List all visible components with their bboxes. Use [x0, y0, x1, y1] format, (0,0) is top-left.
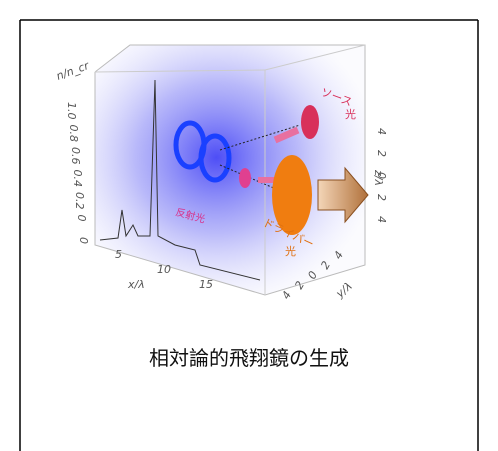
tick-label: 0.2	[73, 192, 86, 210]
axis-label: n/n_cr	[55, 59, 93, 83]
tick-label: 0.8	[67, 125, 80, 143]
z-ticks: 4 2 0 2 4	[375, 128, 388, 223]
tick-label: 0.4	[71, 170, 84, 188]
tick-label: 0	[75, 215, 88, 222]
x-ticks: 5 10 15	[115, 248, 213, 291]
tick-label: 5	[115, 248, 122, 261]
tick-label: 2	[375, 194, 388, 201]
tick-label: 0	[375, 172, 388, 179]
label: 光	[345, 107, 356, 121]
frame	[19, 19, 479, 451]
tick-label: 10	[157, 263, 171, 276]
tick-label: 2	[375, 150, 388, 157]
tick-label: 0.6	[69, 147, 82, 165]
illustration	[94, 44, 369, 296]
density-ticks: 1.0 0.8 0.6 0.4 0.2 0 0	[65, 102, 90, 244]
tick-label: 15	[199, 278, 213, 291]
tick-label: 4	[375, 128, 388, 135]
tick-label: 0	[77, 237, 90, 244]
caption: 相対論的飛翔鏡の生成	[149, 346, 349, 370]
label: 光	[285, 244, 296, 258]
axis-label: z/λ	[372, 169, 385, 186]
tick-label: 4	[375, 216, 388, 223]
axis-label: x/λ	[127, 278, 145, 291]
axis-label: y/λ	[333, 280, 355, 301]
tick-label: 1.0	[65, 102, 78, 120]
tick-label: 4	[279, 289, 294, 302]
